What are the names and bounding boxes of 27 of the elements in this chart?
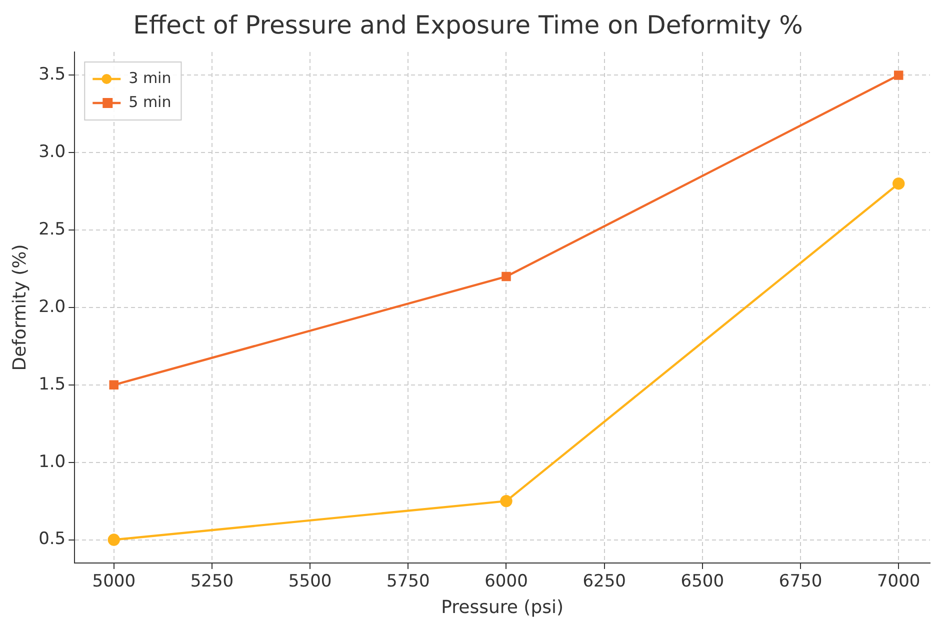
point (500, 494, 512, 508)
point (892, 178, 905, 190)
y-tick-label: 1.5 (38, 374, 66, 394)
point (108, 534, 120, 546)
y-tick-label: 0.5 (38, 529, 66, 550)
x-tick-label: 5500 (288, 572, 332, 592)
x-tick-label: 6500 (680, 572, 724, 592)
point (109, 380, 119, 390)
chart-title: Effect of Pressure and Exposure Time on Deformity % (133, 10, 803, 40)
x-tick-label: 5750 (386, 572, 430, 592)
legend-label: 5 min (128, 92, 172, 111)
y-tick-label: 1.0 (38, 452, 66, 472)
point (894, 70, 904, 80)
legend-label: 3 min (128, 68, 172, 87)
x-tick-label: 6250 (582, 572, 626, 592)
x-tick-label: 6000 (484, 572, 528, 592)
x-tick-label: 7000 (876, 572, 920, 592)
x-axis-title: Pressure (psi) (441, 596, 564, 618)
x-tick-label: 5000 (92, 572, 136, 592)
x-tick-label: 6750 (778, 572, 822, 592)
point (502, 272, 511, 282)
y-axis-title: Deformity (%) (9, 244, 30, 371)
x-tick-label: 5250 (190, 572, 234, 592)
y-tick-label: 2.0 (38, 296, 66, 317)
y-tick-label: 3.0 (38, 142, 66, 162)
y-tick-label: 3.5 (38, 64, 66, 85)
y-tick-label: 2.5 (38, 220, 66, 240)
